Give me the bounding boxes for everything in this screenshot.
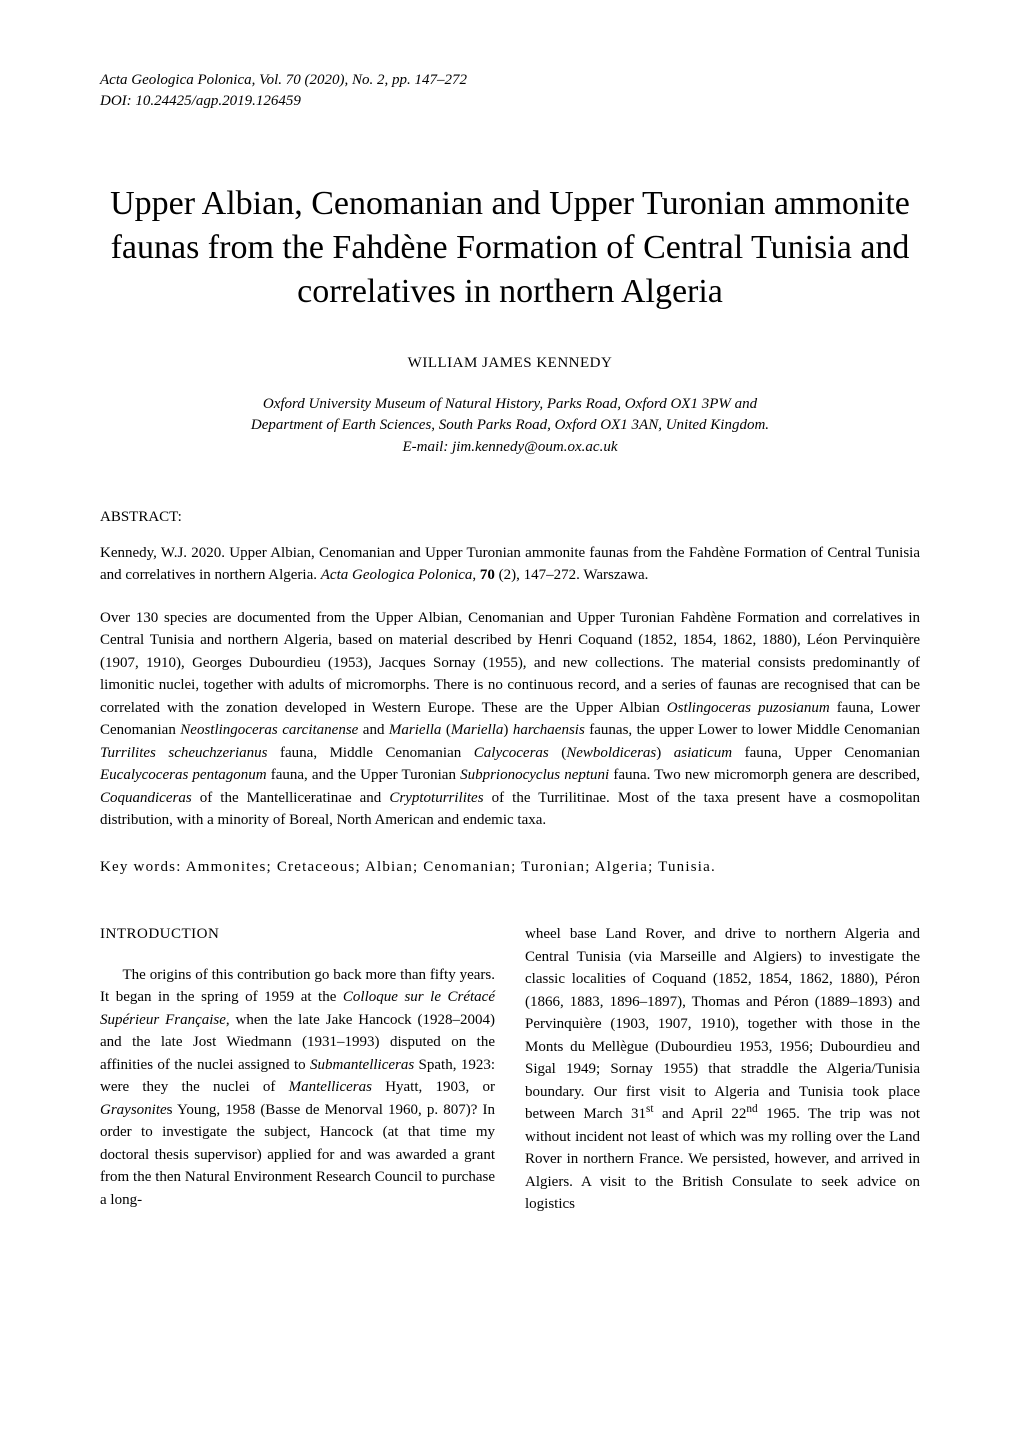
column-left: INTRODUCTION The origins of this contrib… <box>100 923 495 1216</box>
affiliation-line: Department of Earth Sciences, South Park… <box>100 415 920 437</box>
affiliation-email: E-mail: jim.kennedy@oum.ox.ac.uk <box>100 437 920 459</box>
author-name: WILLIAM JAMES KENNEDY <box>100 355 920 372</box>
abstract-label: ABSTRACT: <box>100 509 920 526</box>
journal-line-1: Acta Geologica Polonica, Vol. 70 (2020),… <box>100 70 920 91</box>
page-root: Acta Geologica Polonica, Vol. 70 (2020),… <box>0 0 1020 1296</box>
keywords-body: Ammonites; Cretaceous; Albian; Cenomania… <box>182 859 716 875</box>
intro-paragraph-right: wheel base Land Rover, and drive to nort… <box>525 923 920 1216</box>
body-columns: INTRODUCTION The origins of this contrib… <box>100 923 920 1216</box>
abstract-body: Over 130 species are documented from the… <box>100 607 920 832</box>
affiliation-line: Oxford University Museum of Natural Hist… <box>100 394 920 416</box>
column-right: wheel base Land Rover, and drive to nort… <box>525 923 920 1216</box>
article-title: Upper Albian, Cenomanian and Upper Turon… <box>100 182 920 315</box>
intro-heading: INTRODUCTION <box>100 923 495 946</box>
journal-doi: DOI: 10.24425/agp.2019.126459 <box>100 91 920 112</box>
journal-info-block: Acta Geologica Polonica, Vol. 70 (2020),… <box>100 70 920 112</box>
keywords-line: Key words: Ammonites; Cretaceous; Albian… <box>100 856 920 879</box>
journal-name: Acta Geologica Polonica <box>100 72 252 88</box>
intro-paragraph-left: The origins of this contribution go back… <box>100 964 495 1212</box>
author-affiliation: Oxford University Museum of Natural Hist… <box>100 394 920 459</box>
keywords-label: Key words: <box>100 859 182 875</box>
journal-issue: , Vol. 70 (2020), No. 2, pp. 147–272 <box>252 72 467 88</box>
abstract-citation: Kennedy, W.J. 2020. Upper Albian, Cenoma… <box>100 542 920 587</box>
